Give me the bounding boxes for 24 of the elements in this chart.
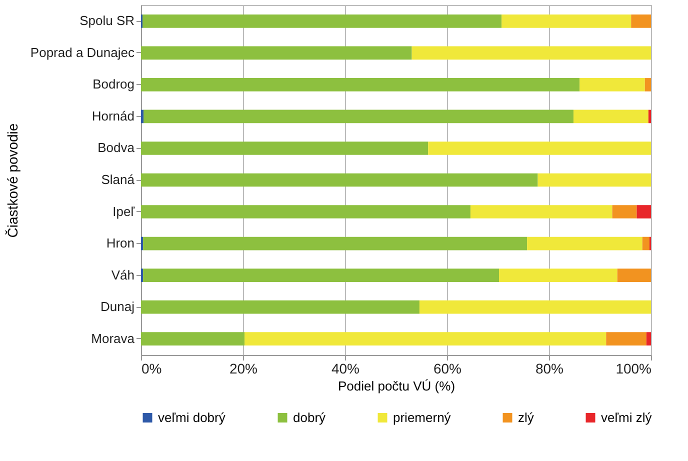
legend-label: zlý (518, 410, 534, 425)
legend-label: priemerný (393, 410, 452, 425)
legend-label: dobrý (293, 410, 326, 425)
x-tick-label: 100% (616, 360, 652, 376)
y-tick-label: Váh (111, 267, 134, 282)
y-tick-label: Hron (106, 236, 134, 251)
y-tick-label: Bodva (98, 140, 136, 156)
x-tick-label: 20% (229, 360, 258, 376)
y-tick-label: Slaná (101, 172, 136, 187)
legend-label: veľmi zlý (601, 410, 652, 425)
y-axis-title: Čiastkové povodie (4, 123, 20, 238)
y-tick-label: Ipeľ (112, 204, 135, 219)
y-tick-label: Hornád (92, 108, 134, 124)
x-tick-label: 80% (535, 360, 564, 376)
x-axis-title: Podiel počtu VÚ (%) (338, 378, 456, 394)
x-tick-label: 60% (433, 360, 462, 376)
x-tick-label: 0% (142, 360, 162, 376)
y-tick-label: Morava (91, 330, 136, 346)
y-tick-label: Poprad a Dunajec (30, 44, 135, 60)
y-tick-label: Spolu SR (80, 13, 134, 28)
x-tick-label: 40% (331, 360, 360, 376)
y-tick-label: Dunaj (100, 299, 135, 314)
y-tick-label: Bodrog (92, 76, 134, 92)
legend-label: veľmi dobrý (158, 410, 226, 425)
